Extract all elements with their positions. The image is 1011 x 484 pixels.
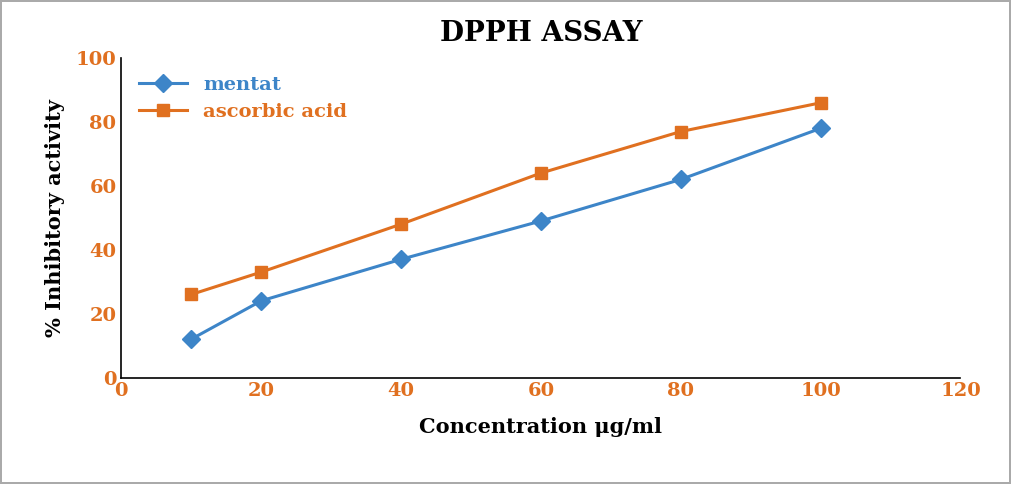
Y-axis label: % Inhibitory activity: % Inhibitory activity xyxy=(44,99,65,337)
ascorbic acid xyxy=(395,221,407,227)
Legend: mentat, ascorbic acid: mentat, ascorbic acid xyxy=(131,68,355,129)
Line: mentat: mentat xyxy=(185,122,827,346)
mentat xyxy=(395,257,407,262)
Line: ascorbic acid: ascorbic acid xyxy=(185,96,827,301)
X-axis label: Concentration μg/ml: Concentration μg/ml xyxy=(420,417,662,437)
ascorbic acid xyxy=(674,129,686,135)
ascorbic acid xyxy=(535,170,547,176)
mentat xyxy=(674,177,686,182)
ascorbic acid xyxy=(255,269,267,275)
mentat xyxy=(535,218,547,224)
mentat xyxy=(815,125,827,131)
ascorbic acid xyxy=(185,291,197,297)
mentat xyxy=(255,298,267,304)
Title: DPPH ASSAY: DPPH ASSAY xyxy=(440,20,642,47)
mentat xyxy=(185,336,197,342)
ascorbic acid xyxy=(815,100,827,106)
